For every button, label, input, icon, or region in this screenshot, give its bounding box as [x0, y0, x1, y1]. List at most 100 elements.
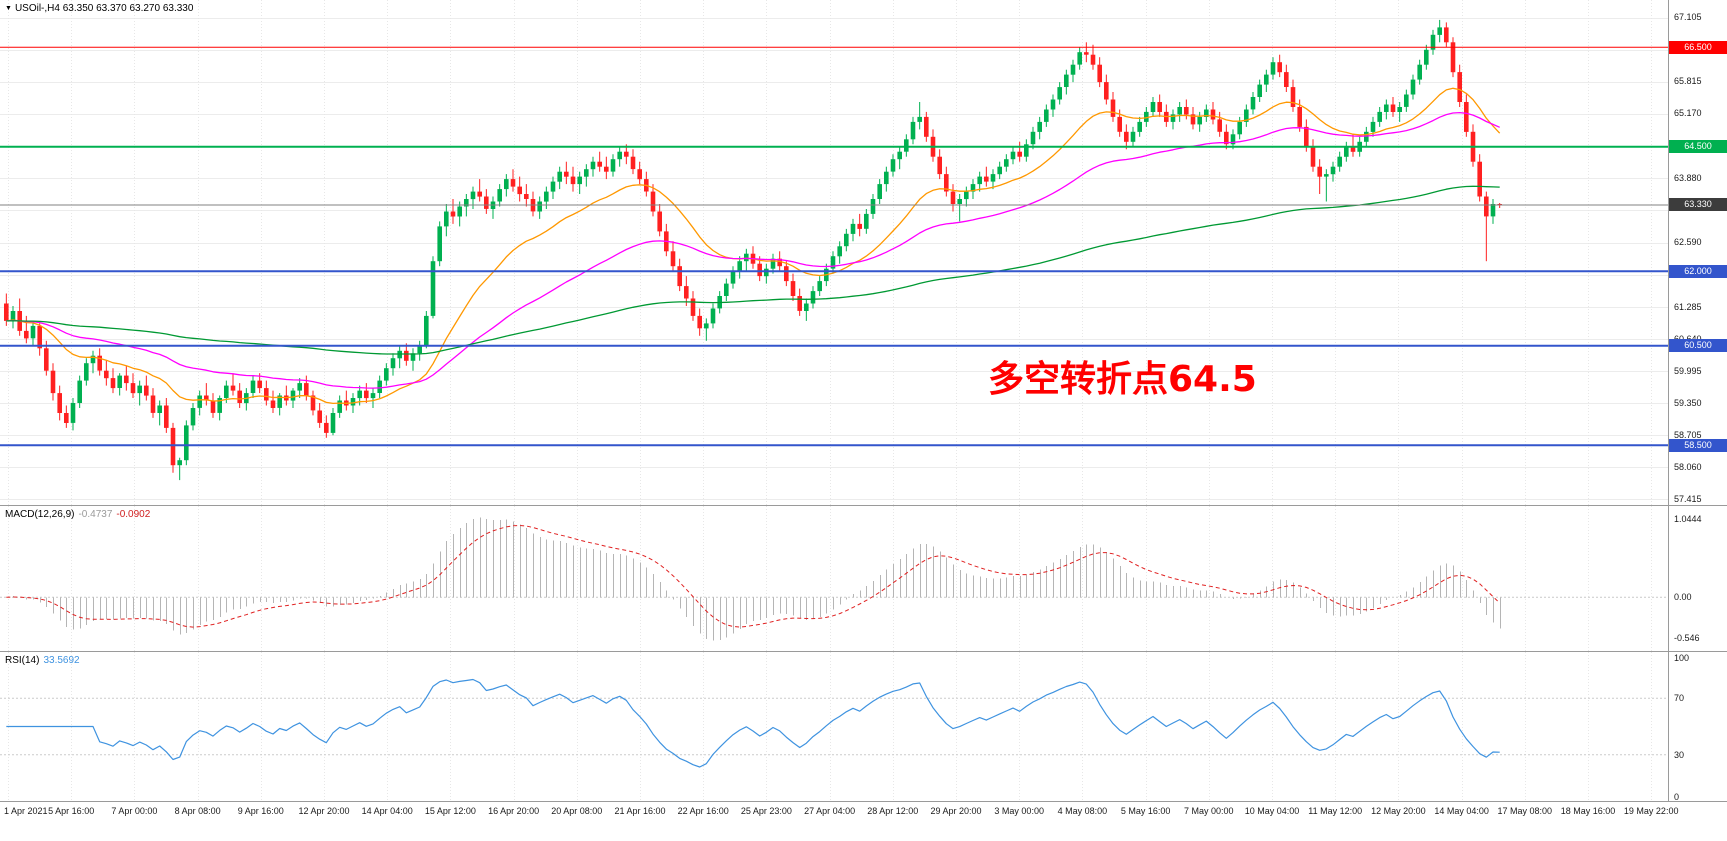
candle-body [610, 159, 616, 172]
candle-body [1344, 146, 1349, 157]
candle-body [1244, 109, 1249, 122]
candle-body [884, 171, 889, 185]
rsi-line [6, 678, 1500, 768]
macd-axis-label: -0.546 [1674, 633, 1700, 644]
candle-body [1264, 74, 1269, 85]
candle-body [864, 213, 869, 229]
candle-body [1404, 94, 1409, 107]
macd-axis-label: 1.0444 [1674, 513, 1702, 524]
time-axis-label: 7 May 00:00 [1184, 806, 1234, 816]
candle-body [364, 390, 369, 399]
symbol-collapse-icon[interactable]: ▼ [5, 5, 12, 12]
candle-body [190, 408, 196, 426]
candle-body [1004, 159, 1009, 167]
price-axis-label: 65.170 [1674, 108, 1702, 119]
time-axis-label: 28 Apr 12:00 [867, 806, 919, 816]
price-axis-label: 62.590 [1674, 236, 1702, 247]
price-panel[interactable]: ▼ USOil-,H4 63.350 63.370 63.270 63.330 多… [0, 0, 1727, 506]
candle-body [270, 400, 276, 408]
macd-signal-line [6, 524, 1501, 628]
candle-body [424, 315, 429, 346]
candle-body [417, 345, 422, 354]
moving-average-55 [6, 111, 1500, 389]
candle-body [1324, 174, 1329, 177]
macd-scale[interactable]: 1.0444 0.00 -0.546 [1668, 506, 1727, 651]
candle-body [1350, 146, 1356, 152]
candle-body [404, 350, 409, 361]
candle-body [450, 211, 456, 217]
candle-body [1377, 111, 1382, 122]
candle-body [1144, 111, 1149, 122]
price-level-badge: 66.500 [1669, 41, 1727, 54]
macd-panel[interactable]: MACD(12,26,9) -0.4737 -0.0902 1.0444 0.00 -0… [0, 506, 1727, 652]
time-axis-label: 20 Apr 08:00 [551, 806, 603, 816]
candle-body [1450, 42, 1456, 73]
candle-body [1257, 84, 1262, 97]
time-axis-label: 15 Apr 12:00 [424, 806, 476, 816]
candle-body [1370, 121, 1376, 132]
candle-body [657, 211, 662, 232]
candle-body [724, 283, 729, 296]
candle-body [304, 383, 309, 396]
candle-body [990, 174, 996, 182]
candle-body [384, 368, 389, 381]
price-axis-label: 61.285 [1674, 301, 1702, 312]
candle-body [484, 196, 489, 209]
time-axis-label: 19 May 22:00 [1623, 806, 1679, 816]
candle-body [1224, 131, 1229, 145]
candle-body [790, 281, 796, 296]
candle-body [337, 400, 342, 413]
candle-body [357, 390, 362, 399]
candle-body [1184, 107, 1189, 115]
candle-body [104, 370, 109, 379]
candle-body [557, 171, 562, 182]
time-scale[interactable]: 1 Apr 2021 5 Apr 16:00 7 Apr 00:00 8 Apr 08… [0, 802, 1727, 841]
candle-body [797, 296, 802, 311]
rsi-canvas[interactable] [0, 652, 1668, 801]
candle-body [470, 191, 476, 200]
macd-canvas[interactable] [0, 506, 1668, 651]
candle-body [670, 251, 676, 267]
candle-body [1024, 144, 1029, 157]
time-axis-label: 22 Apr 16:00 [677, 806, 729, 816]
rsi-axis-label: 0 [1674, 792, 1680, 802]
candle-body [1304, 126, 1309, 147]
price-axis-label: 58.060 [1674, 462, 1702, 473]
rsi-scale[interactable]: 100 70 30 0 [1668, 652, 1727, 801]
candle-body [164, 405, 169, 428]
candle-body [64, 413, 69, 423]
price-axis-label: 59.350 [1674, 398, 1702, 408]
macd-main-value: -0.4737 [78, 509, 113, 520]
chart-annotation-text[interactable]: 多空转折点64.5 [988, 359, 1257, 400]
candle-body [57, 393, 62, 413]
candle-body [1237, 121, 1242, 135]
candle-body [250, 380, 256, 393]
candle-body [84, 363, 89, 381]
candle-body [1110, 99, 1116, 117]
candle-body [1010, 151, 1016, 160]
price-axis-label: 58.705 [1674, 430, 1702, 441]
macd-histogram [13, 517, 1501, 641]
candle-body [477, 191, 482, 197]
candle-body [944, 174, 949, 192]
candle-body [1444, 27, 1449, 43]
candle-body [497, 189, 502, 202]
candle-body [1464, 102, 1469, 132]
candle-body [264, 388, 269, 401]
candle-body [297, 383, 302, 391]
rsi-panel[interactable]: RSI(14) 33.5692 100 70 30 0 [0, 652, 1727, 802]
candle-body [937, 156, 942, 175]
candle-body [870, 199, 876, 214]
candle-body [464, 199, 469, 207]
price-scale[interactable]: 67.105 65.815 65.170 63.880 62.590 61.285 60.6… [1668, 0, 1727, 505]
price-chart-canvas[interactable] [0, 0, 1668, 505]
time-axis-label: 11 May 12:00 [1308, 806, 1363, 816]
candle-body [917, 116, 922, 122]
candle-body [1317, 166, 1322, 177]
time-axis-label: 5 May 16:00 [1120, 806, 1171, 816]
candle-body [950, 191, 956, 204]
current-price-badge: 63.330 [1669, 198, 1727, 211]
candle-body [1424, 49, 1429, 65]
candle-body [977, 176, 982, 185]
candle-body [690, 298, 696, 316]
